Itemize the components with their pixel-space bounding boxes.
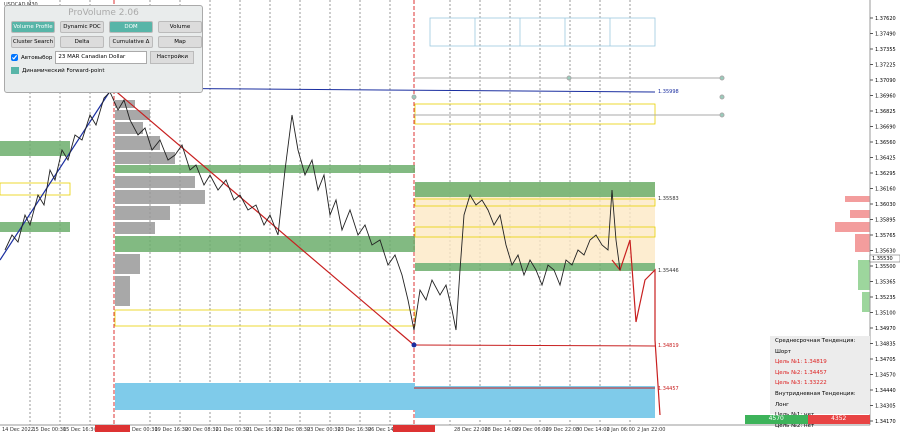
bid: 4570 xyxy=(745,415,808,424)
auto-checkbox[interactable] xyxy=(11,54,18,61)
time-label: 15 Dec 00:30 xyxy=(33,427,67,433)
time-label: 29 Dec 22:00 xyxy=(546,427,580,433)
time-label: 2 Jan 06:00 xyxy=(607,427,635,433)
price-label: 1.34570 xyxy=(875,373,896,379)
price-label: 1.36425 xyxy=(875,156,896,162)
price-label: 1.36295 xyxy=(875,171,896,177)
price-label: 1.35235 xyxy=(875,295,896,301)
info-line: Среднесрочная Тенденция: Шорт xyxy=(775,338,856,355)
time-label: 19 Dec 00:30 xyxy=(124,427,158,433)
info-line: Цель №2: нет xyxy=(775,422,815,429)
button-grid: Volume Profile Dynamic POC DOM Volume Cluste… xyxy=(11,21,202,48)
panel-button[interactable]: Volume xyxy=(158,21,202,33)
level-label: 1.35583 xyxy=(658,196,679,202)
time-label: 26 Dec 14:00 xyxy=(368,427,402,433)
time-label: 21 Dec 16:30 xyxy=(246,427,280,433)
price-label: 1.35500 xyxy=(875,264,896,270)
panel-button[interactable]: Cumulative Δ xyxy=(109,36,153,48)
time-label: 2 Jan 22:00 xyxy=(637,427,665,433)
current-price: 1.35530 xyxy=(872,256,893,262)
instrument-select[interactable]: 23 MAR Canadian Dollar xyxy=(55,51,148,64)
time-label: 23 Dec 00:30 xyxy=(307,427,341,433)
time-label: 23 Dec 16:30 xyxy=(338,427,372,433)
price-label: 1.37490 xyxy=(875,32,896,38)
info-line: Цель №3: 1.33222 xyxy=(775,380,827,387)
time-label: 27 Dec 05:30 xyxy=(424,427,458,433)
panel-title: ProVolume 2.06 xyxy=(68,8,139,18)
info-box: Среднесрочная Тенденция: Шорт Цель №1: 1.… xyxy=(770,336,870,429)
price-label: 1.36960 xyxy=(875,94,896,100)
price-label: 1.34170 xyxy=(875,419,896,425)
time-label: 30 Dec 14:00 xyxy=(576,427,610,433)
forward-label: Динамический Forward-point xyxy=(22,67,105,74)
panel-button[interactable]: Cluster Search xyxy=(11,36,55,48)
info-line: Цель №1: 1.34819 xyxy=(775,359,827,366)
price-label: 1.36160 xyxy=(875,187,896,193)
price-label: 1.36560 xyxy=(875,140,896,146)
price-label: 1.37620 xyxy=(875,16,896,22)
instrument-row: Автовыбор 23 MAR Canadian Dollar Настрой… xyxy=(11,51,196,64)
panel-button[interactable]: Map xyxy=(158,36,202,48)
price-label: 1.34440 xyxy=(875,388,896,394)
level-label: 1.35998 xyxy=(658,89,679,95)
panel-button[interactable]: Dynamic POC xyxy=(60,21,104,33)
time-label: 22 Dec 08:30 xyxy=(277,427,311,433)
time-label: 20 Dec 08:30 xyxy=(185,427,219,433)
price-label: 1.37090 xyxy=(875,78,896,84)
panel-button[interactable]: Volume Profile xyxy=(11,21,55,33)
price-label: 1.35630 xyxy=(875,249,896,255)
settings-button[interactable]: Настройки xyxy=(150,51,195,64)
auto-label: Автовыбор xyxy=(21,54,53,61)
level-label: 1.34457 xyxy=(658,386,679,392)
footer-bar: 4570 4352 xyxy=(745,415,870,424)
price-label: 1.36690 xyxy=(875,125,896,131)
time-label: 28 Dec 14:00 xyxy=(485,427,519,433)
level-label: 1.34819 xyxy=(658,343,679,349)
forward-row: Динамический Forward-point xyxy=(11,67,196,74)
price-label: 1.35895 xyxy=(875,218,896,224)
info-line: Внутридневная Тенденция: Лонг xyxy=(775,390,856,408)
info-line: Цель №2: 1.34457 xyxy=(775,369,827,376)
time-label: 14 Dec 2022 xyxy=(2,427,34,433)
price-label: 1.36825 xyxy=(875,109,896,115)
price-label: 1.35365 xyxy=(875,280,896,286)
ask: 4352 xyxy=(807,415,870,424)
panel-button[interactable]: DOM xyxy=(109,21,153,33)
forward-icon xyxy=(11,67,19,74)
price-label: 1.35765 xyxy=(875,233,896,239)
time-label: 19 Dec 16:30 xyxy=(155,427,189,433)
price-label: 1.37355 xyxy=(875,47,896,53)
level-label: 1.35446 xyxy=(658,268,679,274)
price-label: 1.34835 xyxy=(875,342,896,348)
panel-button[interactable]: Delta xyxy=(60,36,104,48)
time-label: 21 Dec 00:30 xyxy=(216,427,250,433)
provolume-panel: ProVolume 2.06 Volume Profile Dynamic POC… xyxy=(4,5,203,93)
time-label: 15 Dec 16:30 xyxy=(63,427,97,433)
price-label: 1.34305 xyxy=(875,404,896,410)
price-label: 1.34705 xyxy=(875,357,896,363)
time-label: 29 Dec 06:00 xyxy=(515,427,549,433)
time-label: 28 Dec 22:00 xyxy=(454,427,488,433)
price-label: 1.34970 xyxy=(875,326,896,332)
price-label: 1.35100 xyxy=(875,311,896,317)
price-label: 1.37225 xyxy=(875,63,896,69)
price-label: 1.36030 xyxy=(875,202,896,208)
